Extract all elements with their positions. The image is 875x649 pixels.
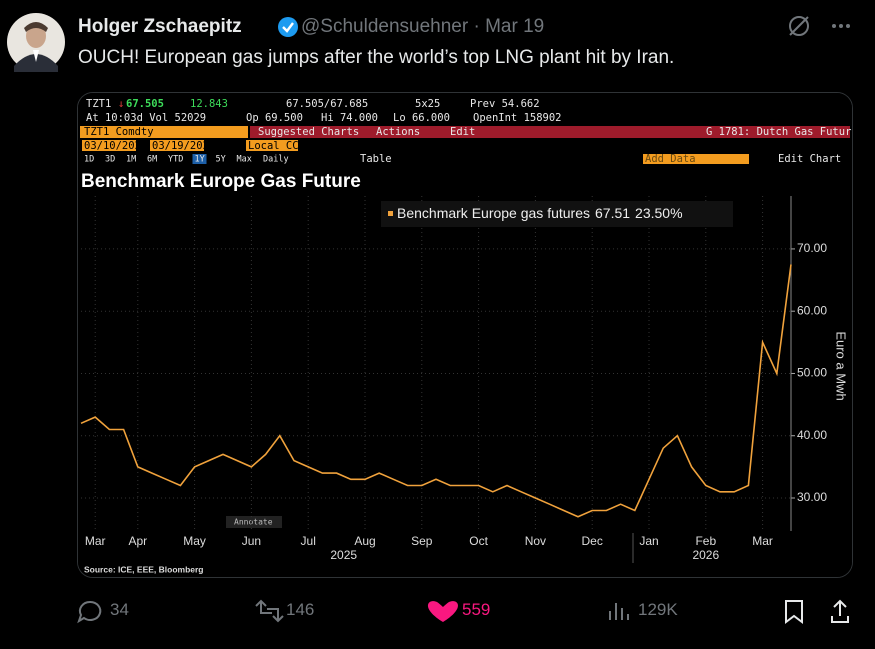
x-tick-label: Apr (128, 534, 147, 548)
edit-chart[interactable]: Edit Chart (778, 153, 841, 165)
verified-badge (278, 17, 298, 37)
source: Source: ICE, EEE, Bloomberg (84, 564, 204, 574)
legend-name: Benchmark Europe gas futures (397, 205, 590, 221)
open-interest: OpenInt 158902 (473, 112, 562, 124)
date-box[interactable] (82, 140, 136, 151)
legend-swatch (388, 211, 393, 216)
terminal-bg (78, 93, 852, 577)
range-btn[interactable]: 1M (126, 155, 136, 165)
date[interactable]: Mar 19 (485, 16, 545, 37)
repost-icon[interactable] (255, 599, 284, 623)
add-data-box[interactable] (643, 154, 749, 164)
security: TZT1 Comdty (84, 126, 154, 138)
end-date: 03/19/2026 (152, 140, 215, 152)
x-tick-label: Jan (639, 534, 658, 548)
legend-box (381, 201, 733, 227)
range-btn[interactable]: 1Y (195, 155, 205, 165)
range-btn[interactable]: 1D (84, 155, 94, 165)
menu-item[interactable]: Suggested Charts (258, 126, 359, 138)
legend-change: 23.50% (635, 205, 682, 221)
x-tick-label: Jun (242, 534, 261, 548)
change: 12.843 (190, 98, 228, 110)
high: Hi 74.000 (321, 112, 378, 124)
series-line (80, 264, 792, 518)
views-icon[interactable] (609, 603, 629, 620)
low: Lo 66.000 (393, 112, 450, 124)
last-price: 67.505 (126, 98, 164, 110)
x-tick-label: Mar (85, 534, 106, 548)
chart-title: Benchmark Europe Gas Future (81, 171, 361, 192)
y-tick-label: 50.00 (797, 366, 827, 380)
legend-text: Benchmark Europe gas futures 67.51 23.50% (397, 205, 683, 221)
currency: Local CCY (248, 140, 306, 152)
x-tick-label: Jul (301, 534, 316, 548)
handle[interactable]: @Schuldensuehner (301, 16, 469, 37)
range-btn[interactable]: Max (237, 155, 252, 165)
y-tick-label: 30.00 (797, 490, 827, 504)
share-icon[interactable] (831, 599, 849, 623)
x-tick-label: Aug (354, 534, 375, 548)
media-card[interactable]: TZT1 ↓ 67.505 12.843 67.505/67.685 5x25 … (77, 92, 853, 578)
legend-value: 67.51 (595, 205, 630, 221)
x-tick-label: Oct (469, 534, 488, 548)
y-axis-label: Euro a Mwh (834, 331, 849, 400)
ticker: TZT1 (86, 98, 111, 110)
author-name[interactable]: Holger Zschaepitz (78, 16, 242, 37)
view-count: 129K (638, 600, 678, 619)
x-tick-label: Feb (695, 534, 716, 548)
year-label: 2026 (692, 548, 719, 562)
menu-bar (250, 126, 850, 138)
tweet-meta: @Schuldensuehner · Mar 19 (301, 16, 545, 37)
chart: TZT1 ↓ 67.505 12.843 67.505/67.685 5x25 … (78, 93, 852, 577)
like-icon[interactable] (427, 601, 459, 622)
y-tick-label: 40.00 (797, 428, 827, 442)
avatar[interactable] (6, 12, 66, 72)
tweet-text: OUCH! European gas jumps after the world… (78, 47, 675, 68)
like-count: 559 (462, 600, 491, 619)
reply-count: 34 (110, 600, 129, 619)
date-box[interactable] (150, 140, 204, 151)
ccy-box[interactable] (246, 140, 298, 151)
top-icons (789, 16, 850, 36)
annotate-box[interactable] (226, 516, 282, 528)
y-tick-label: 70.00 (797, 241, 827, 255)
size: 5x25 (415, 98, 440, 110)
start-date: 03/10/2025 (84, 140, 147, 152)
bid-ask: 67.505/67.685 (286, 98, 368, 110)
year-label: 2025 (330, 548, 357, 562)
down-arrow: ↓ (118, 98, 124, 110)
prev: Prev 54.662 (470, 98, 540, 110)
add-data: Add Data (645, 153, 696, 165)
reply-icon[interactable] (77, 600, 102, 624)
open: Op 69.500 (246, 112, 303, 124)
y-tick-label: 60.00 (797, 303, 827, 317)
x-tick-label: May (183, 534, 206, 548)
range-btn[interactable]: 6M (147, 155, 157, 165)
repost-count: 146 (286, 600, 315, 619)
range-btn[interactable]: YTD (168, 155, 183, 165)
action-icons (77, 599, 849, 624)
x-tick-label: Mar (752, 534, 773, 548)
bookmark-icon[interactable] (785, 600, 803, 624)
x-tick-label: Sep (411, 534, 433, 548)
chart-name: G 1781: Dutch Gas Future (706, 126, 852, 138)
table-btn[interactable]: Table (360, 153, 392, 165)
range-btn[interactable]: 3D (105, 155, 115, 165)
frequency[interactable]: Daily (263, 155, 289, 165)
time-vol: At 10:03d Vol 52029 (86, 112, 206, 124)
range-btn[interactable]: 5Y (216, 155, 226, 165)
menu-item[interactable]: Actions (376, 126, 420, 138)
x-tick-label: Nov (525, 534, 546, 548)
annotate: Annotate (234, 518, 273, 527)
x-tick-label: Dec (582, 534, 603, 548)
security-bar[interactable] (80, 126, 248, 138)
menu-item[interactable]: Edit (450, 126, 475, 138)
range-active (192, 154, 207, 164)
